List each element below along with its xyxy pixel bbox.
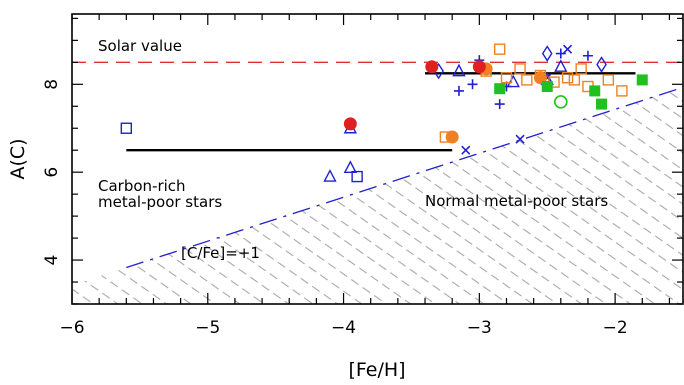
data-point-square — [120, 122, 133, 134]
y-tick-label: 4 — [42, 255, 62, 266]
normal-star-forbidden-region — [72, 87, 683, 304]
y-axis-label: A(C) — [7, 138, 29, 179]
data-point-plus — [494, 99, 505, 110]
data-point-circle-filled — [472, 60, 486, 74]
data-point-square-open — [514, 63, 526, 75]
data-point-square-open — [602, 74, 615, 86]
x-tick-label: −2 — [603, 318, 628, 338]
plot-frame — [71, 13, 684, 305]
data-point-cross — [563, 44, 573, 54]
data-point-circle-filled — [445, 130, 459, 144]
data-point-square-open — [494, 43, 506, 55]
data-point-square-open — [561, 72, 574, 84]
data-point-square-open — [616, 85, 628, 97]
data-point-square-open — [575, 63, 587, 75]
data-point-plus — [453, 85, 464, 96]
data-point-square-filled — [596, 98, 608, 110]
data-point-square-filled — [494, 83, 506, 95]
data-point-plus — [467, 79, 478, 90]
data-point-square-filled — [636, 74, 648, 86]
carbon-rich-label-line2: metal-poor stars — [98, 193, 222, 211]
axis-ticks: −6 −5 −4 −3 −2 4 6 8 — [42, 14, 683, 338]
carbon-rich-label-line1: Carbon-rich — [98, 177, 186, 195]
data-point-circle-open — [553, 95, 568, 109]
x-tick-label: −3 — [467, 318, 492, 338]
data-point-circle-filled — [533, 71, 547, 85]
data-point-cross — [461, 145, 471, 155]
data-point-triangle — [554, 59, 568, 72]
data-point-square-open — [500, 72, 513, 84]
plateau-lines — [126, 72, 636, 152]
normal-metal-poor-label: Normal metal-poor stars — [425, 192, 608, 210]
x-tick-label: −6 — [59, 318, 84, 338]
data-point-diamond — [541, 45, 553, 62]
data-points — [120, 43, 648, 183]
data-point-circle-filled — [425, 60, 439, 74]
data-point-square-open — [521, 74, 533, 86]
data-point-circle-filled — [343, 117, 357, 131]
data-point-square — [351, 170, 363, 183]
data-point-square-filled — [589, 85, 601, 97]
data-point-square-filled — [541, 81, 553, 92]
y-tick-label: 8 — [42, 79, 62, 90]
data-point-diamond — [596, 56, 607, 73]
x-tick-label: −4 — [331, 318, 356, 338]
solar-value-label: Solar value — [98, 37, 182, 55]
data-point-triangle — [452, 63, 466, 77]
data-point-triangle — [323, 169, 337, 182]
data-point-square-open — [568, 74, 581, 86]
cfe-line-label: [C/Fe]=+1 — [181, 244, 260, 262]
x-axis-label: [Fe/H] — [348, 359, 405, 381]
x-tick-label: −5 — [195, 318, 220, 338]
data-point-triangle — [343, 160, 358, 173]
data-point-cross — [515, 134, 525, 144]
y-tick-label: 6 — [42, 167, 62, 178]
data-point-plus — [582, 50, 593, 61]
data-point-triangle — [506, 74, 520, 88]
cfe-plus1-line — [126, 86, 683, 269]
